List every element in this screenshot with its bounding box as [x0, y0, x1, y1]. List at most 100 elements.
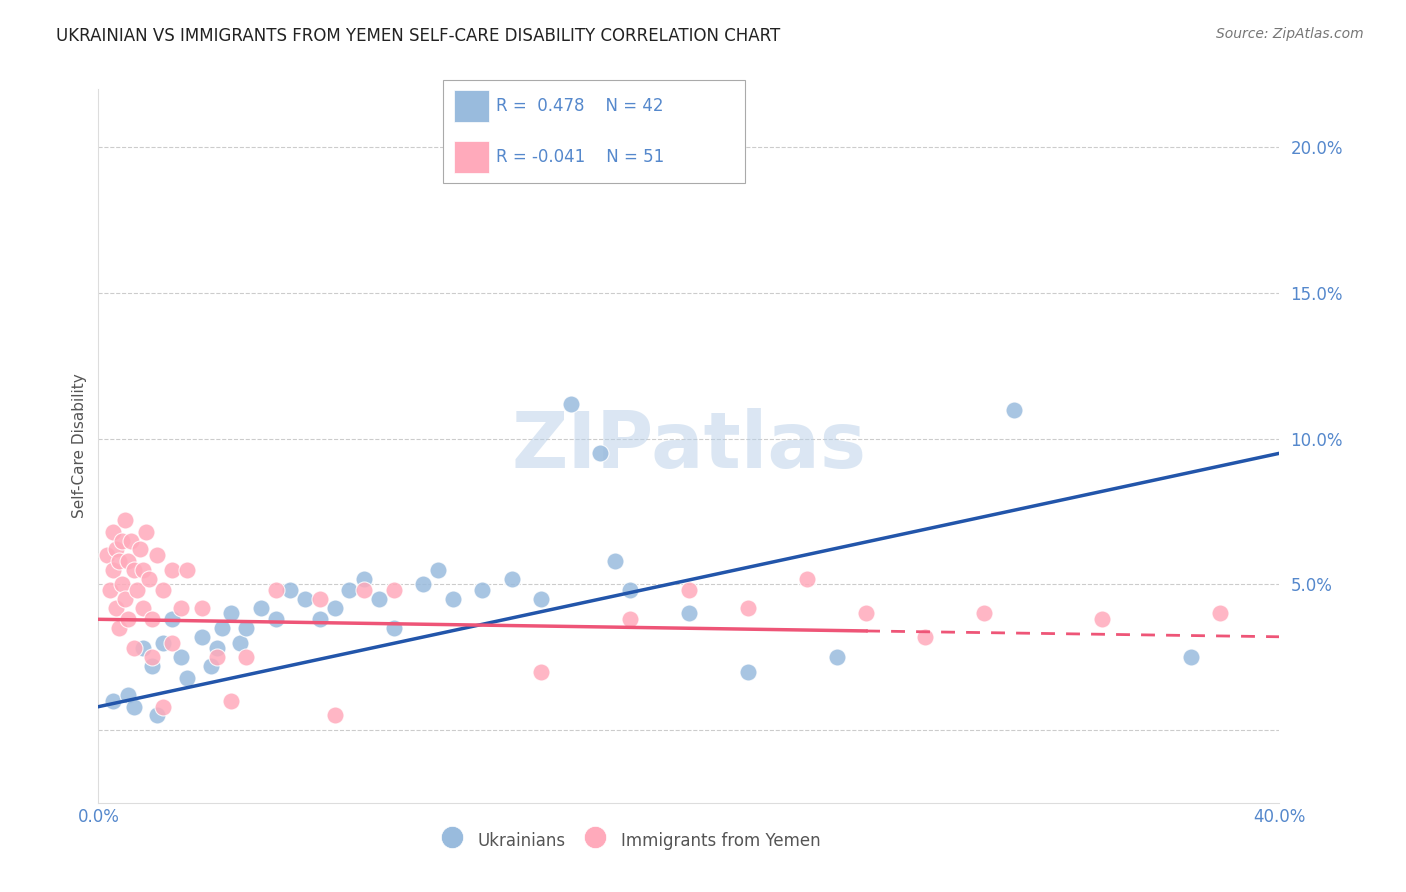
Point: [221, 607, 243, 621]
Point: [162, 563, 183, 577]
Point: [605, 554, 627, 568]
Point: [339, 583, 361, 598]
Point: [132, 600, 155, 615]
Point: [353, 583, 375, 598]
Text: UKRAINIAN VS IMMIGRANTS FROM YEMEN SELF-CARE DISABILITY CORRELATION CHART: UKRAINIAN VS IMMIGRANTS FROM YEMEN SELF-…: [56, 27, 780, 45]
Point: [103, 563, 125, 577]
Point: [264, 583, 287, 598]
Point: [205, 650, 228, 665]
Point: [501, 572, 523, 586]
Point: [353, 572, 375, 586]
Point: [205, 641, 228, 656]
Point: [117, 688, 139, 702]
Point: [1209, 607, 1232, 621]
Point: [855, 607, 877, 621]
Point: [619, 583, 641, 598]
Point: [530, 591, 553, 606]
Point: [141, 650, 163, 665]
Point: [560, 397, 582, 411]
Point: [162, 635, 183, 649]
Point: [170, 600, 193, 615]
Point: [96, 548, 118, 562]
Point: [114, 591, 136, 606]
Point: [117, 554, 139, 568]
Point: [323, 708, 346, 723]
Point: [678, 607, 700, 621]
Point: [221, 694, 243, 708]
Point: [132, 563, 155, 577]
Point: [280, 583, 302, 598]
Point: [382, 621, 405, 635]
Point: [111, 533, 134, 548]
Point: [108, 554, 131, 568]
Point: [103, 524, 125, 539]
Point: [105, 600, 128, 615]
Point: [191, 600, 214, 615]
Point: [229, 635, 252, 649]
Point: [382, 583, 405, 598]
Text: Source: ZipAtlas.com: Source: ZipAtlas.com: [1216, 27, 1364, 41]
Point: [235, 621, 257, 635]
Point: [141, 612, 163, 626]
Point: [1002, 402, 1025, 417]
Point: [122, 699, 145, 714]
Point: [103, 694, 125, 708]
Point: [412, 577, 434, 591]
Point: [619, 612, 641, 626]
Point: [427, 563, 450, 577]
Point: [1180, 650, 1202, 665]
Point: [1091, 612, 1114, 626]
Point: [98, 583, 121, 598]
Point: [111, 577, 134, 591]
Point: [309, 612, 332, 626]
Y-axis label: Self-Care Disability: Self-Care Disability: [72, 374, 87, 518]
Point: [441, 591, 464, 606]
Point: [122, 641, 145, 656]
Point: [114, 513, 136, 527]
Point: [152, 699, 174, 714]
Point: [530, 665, 553, 679]
Point: [737, 665, 759, 679]
Point: [120, 533, 142, 548]
Legend: Ukrainians, Immigrants from Yemen: Ukrainians, Immigrants from Yemen: [433, 822, 827, 859]
Point: [117, 612, 139, 626]
Point: [176, 563, 198, 577]
Point: [678, 583, 700, 598]
Point: [122, 563, 145, 577]
Point: [132, 641, 155, 656]
Point: [152, 583, 174, 598]
Point: [141, 659, 163, 673]
Text: R =  0.478    N = 42: R = 0.478 N = 42: [496, 97, 664, 115]
Point: [128, 542, 150, 557]
Point: [235, 650, 257, 665]
Point: [294, 591, 316, 606]
Point: [191, 630, 214, 644]
Point: [146, 708, 169, 723]
Point: [589, 446, 612, 460]
Point: [250, 600, 273, 615]
Point: [471, 583, 494, 598]
Point: [796, 572, 818, 586]
Text: R = -0.041    N = 51: R = -0.041 N = 51: [496, 148, 665, 166]
Point: [368, 591, 391, 606]
Point: [200, 659, 222, 673]
Point: [146, 548, 169, 562]
Point: [105, 542, 128, 557]
Point: [309, 591, 332, 606]
Point: [914, 630, 936, 644]
Point: [737, 600, 759, 615]
Point: [211, 621, 233, 635]
Point: [170, 650, 193, 665]
Point: [108, 621, 131, 635]
Point: [264, 612, 287, 626]
Point: [825, 650, 848, 665]
Point: [973, 607, 995, 621]
Point: [162, 612, 183, 626]
Point: [176, 671, 198, 685]
Point: [152, 635, 174, 649]
Point: [135, 524, 157, 539]
Point: [138, 572, 160, 586]
Point: [323, 600, 346, 615]
Point: [125, 583, 148, 598]
Text: ZIPatlas: ZIPatlas: [512, 408, 866, 484]
